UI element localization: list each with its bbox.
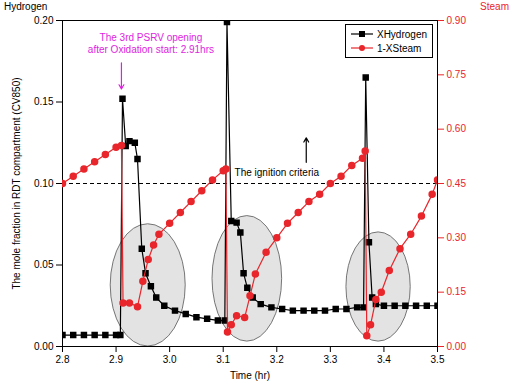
html-text:XHydrogen: XHydrogen [377, 28, 427, 40]
html-text:1-XSteam: 1-XSteam [377, 42, 422, 54]
svg-text:0.05: 0.05 [34, 259, 54, 270]
svg-text:0.15: 0.15 [447, 286, 467, 297]
svg-text:Steam: Steam [480, 1, 509, 12]
svg-text:3.4: 3.4 [377, 354, 391, 365]
svg-text:3.5: 3.5 [431, 354, 445, 365]
svg-text:0.00: 0.00 [447, 341, 467, 352]
svg-text:The mole fraction in RDT compa: The mole fraction in RDT compartment (CV… [11, 77, 22, 289]
svg-text:2.8: 2.8 [56, 354, 70, 365]
svg-text:0.60: 0.60 [447, 123, 467, 134]
svg-text:Time (hr): Time (hr) [230, 370, 270, 381]
svg-text:0.45: 0.45 [447, 178, 467, 189]
svg-text:0.90: 0.90 [447, 15, 467, 26]
svg-text:3.2: 3.2 [270, 354, 284, 365]
svg-text:0.15: 0.15 [34, 96, 54, 107]
svg-text:0.75: 0.75 [447, 69, 467, 80]
svg-text:0.10: 0.10 [34, 178, 54, 189]
svg-text:Hydrogen: Hydrogen [4, 1, 47, 12]
svg-text:The ignition criteria: The ignition criteria [235, 167, 320, 178]
svg-text:0.20: 0.20 [34, 15, 54, 26]
svg-text:0.00: 0.00 [34, 341, 54, 352]
svg-text:0.30: 0.30 [447, 232, 467, 243]
svg-text:3.3: 3.3 [323, 354, 337, 365]
svg-text:The 3rd PSRV openingafter Oxid: The 3rd PSRV openingafter Oxidation star… [88, 32, 214, 55]
svg-text:2.9: 2.9 [109, 354, 123, 365]
svg-text:3.1: 3.1 [216, 354, 230, 365]
svg-text:3.0: 3.0 [163, 354, 177, 365]
